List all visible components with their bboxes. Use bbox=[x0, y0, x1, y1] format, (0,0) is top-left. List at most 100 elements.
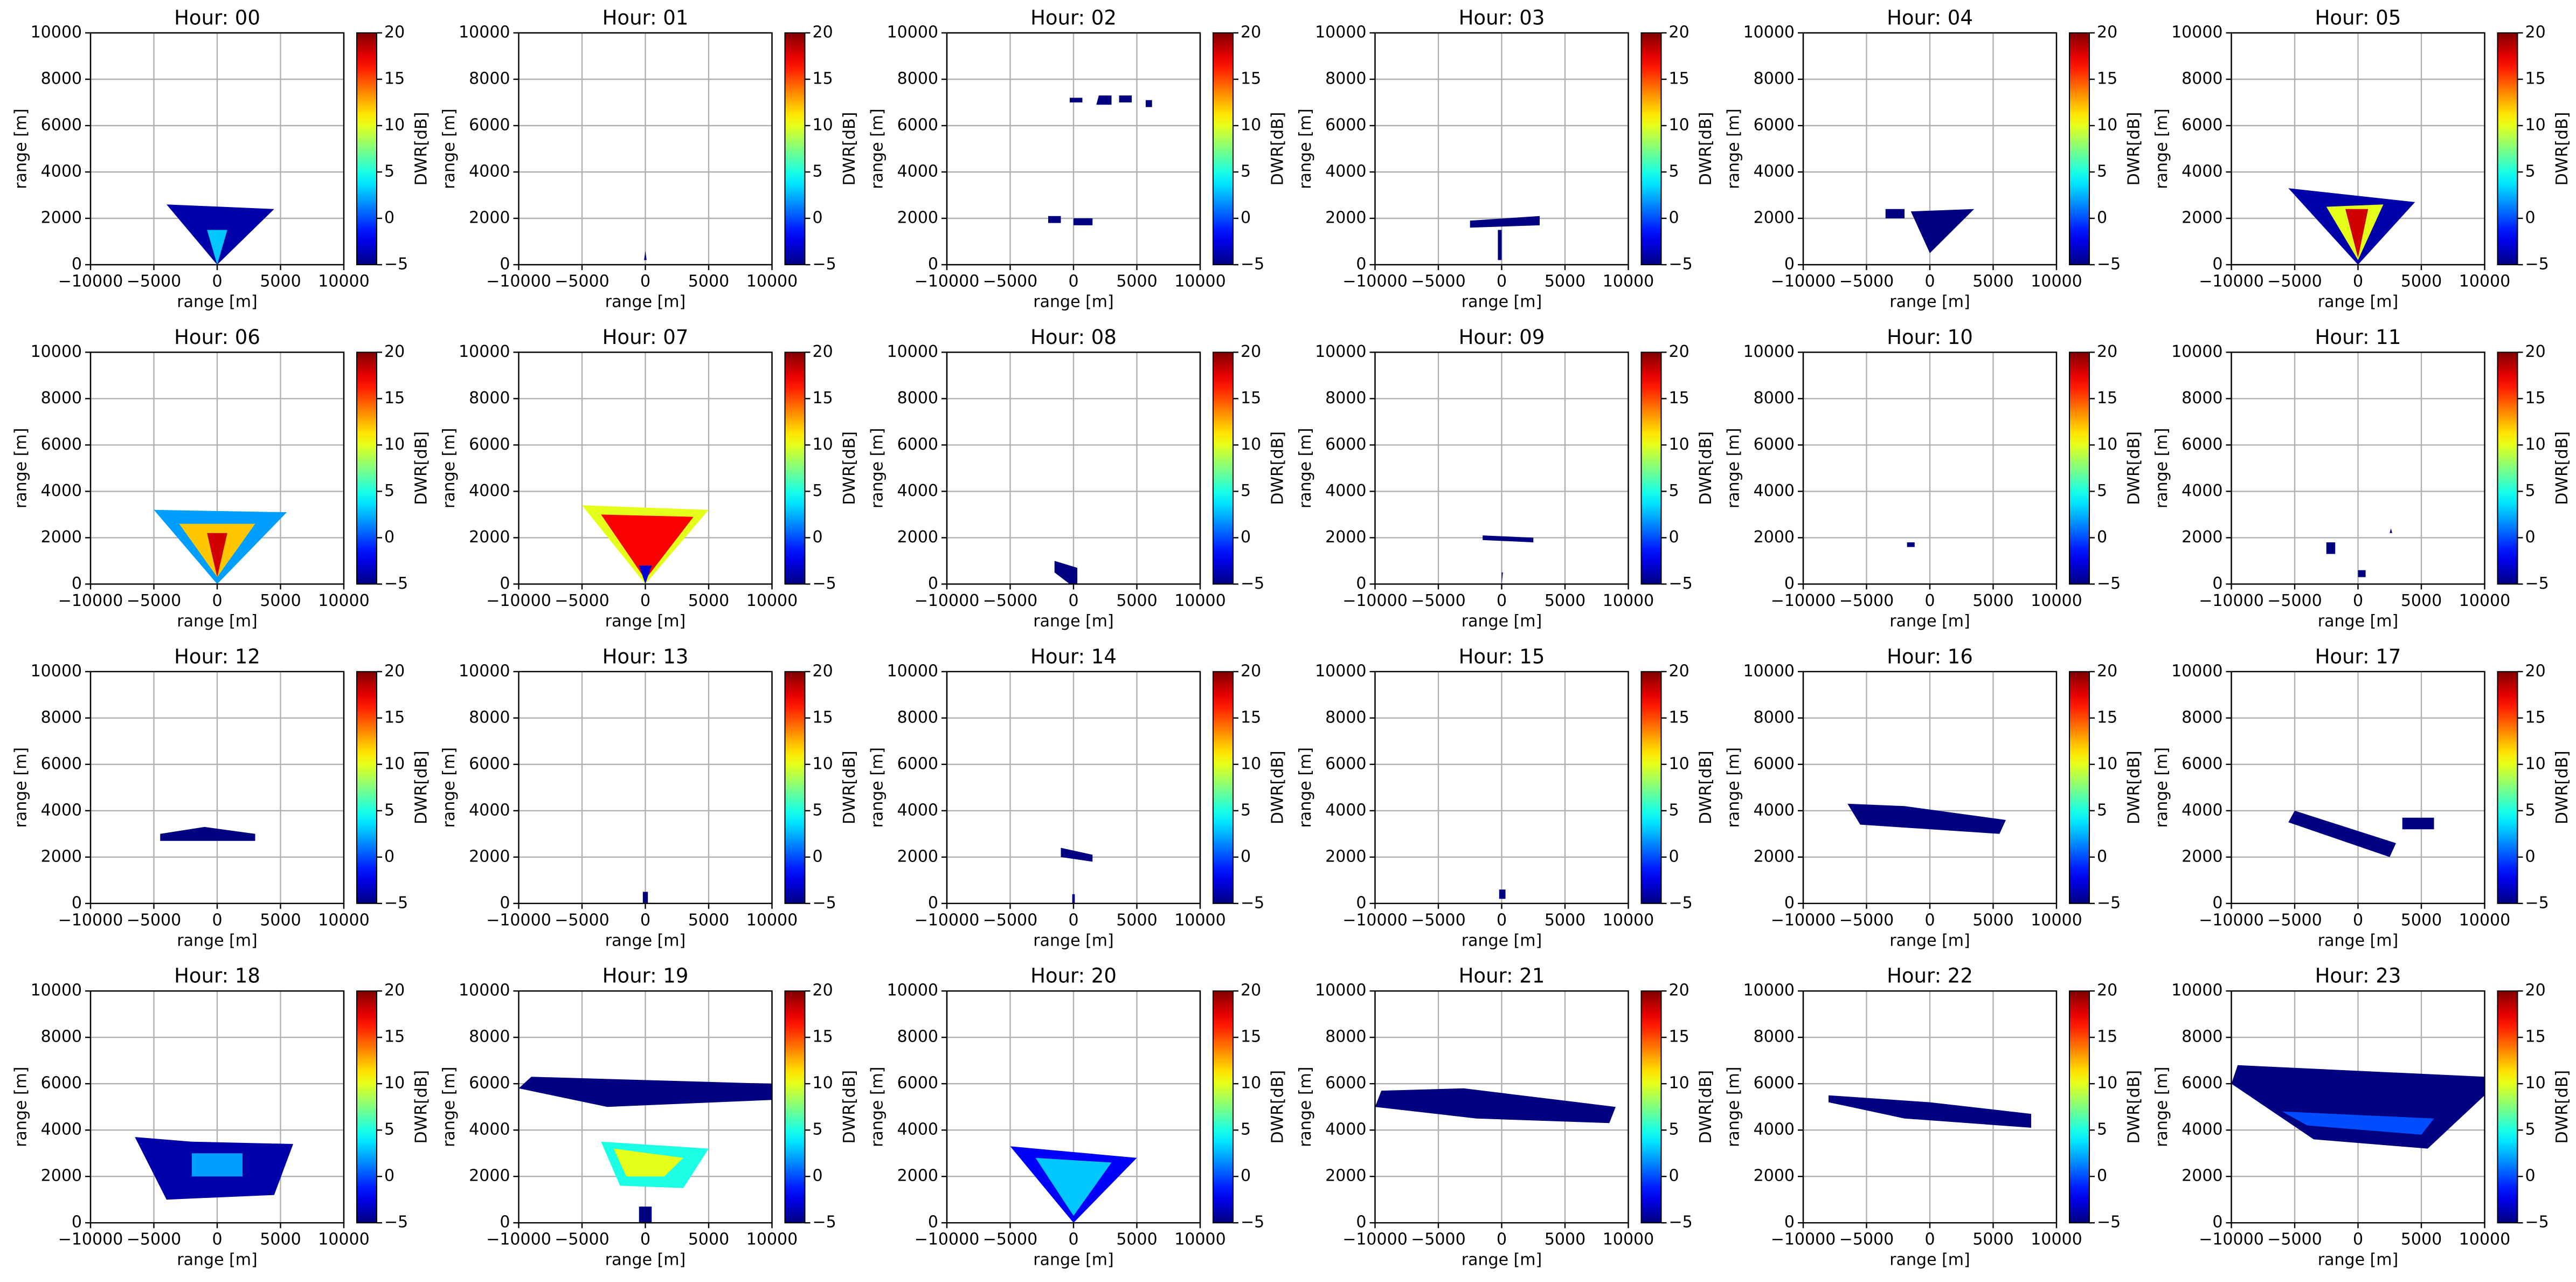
subplot: −10000 −5000 0 5000 10000 0 2000 4000 6000 8000 10… bbox=[2152, 326, 2572, 631]
colorbar-tick-label: 10 bbox=[1241, 754, 1261, 773]
colorbar-tick-label: 15 bbox=[384, 1028, 405, 1046]
colorbar-tick-label: 20 bbox=[2525, 342, 2546, 361]
dwr-region bbox=[1375, 1088, 1616, 1124]
y-tick-label: 2000 bbox=[1325, 847, 1366, 866]
colorbar-tick-label: 10 bbox=[384, 116, 405, 135]
x-axis-label: range [m] bbox=[1033, 612, 1113, 631]
dwr-region bbox=[1061, 847, 1093, 862]
x-axis-label: range [m] bbox=[1462, 1251, 1542, 1270]
colorbar bbox=[1640, 32, 1662, 265]
x-tick-label: −5000 bbox=[555, 272, 609, 291]
y-tick-label: 8000 bbox=[1325, 708, 1366, 727]
x-tick-label: 10000 bbox=[1174, 1230, 1225, 1249]
y-tick-label: 4000 bbox=[1325, 481, 1366, 500]
y-tick-label: 6000 bbox=[469, 435, 510, 454]
x-tick-label: 10000 bbox=[1174, 911, 1225, 929]
y-axis-label: range [m] bbox=[2152, 1066, 2171, 1147]
y-tick-label: 0 bbox=[72, 1213, 82, 1232]
regions bbox=[1499, 890, 1506, 899]
x-tick-label: 0 bbox=[1068, 272, 1078, 291]
dwr-region bbox=[1119, 95, 1132, 102]
colorbar bbox=[356, 32, 377, 265]
colorbar-label: DWR[dB] bbox=[2553, 431, 2572, 505]
colorbar-tick-label: 0 bbox=[384, 528, 394, 547]
colorbar-tick-label: 20 bbox=[1669, 23, 1689, 42]
subplot-title: Hour: 07 bbox=[603, 326, 689, 349]
subplot: −10000 −5000 0 5000 10000 0 2000 4000 6000 8000 10… bbox=[1296, 6, 1715, 312]
y-axis-label: range [m] bbox=[1725, 747, 1743, 828]
x-tick-label: 0 bbox=[1924, 911, 1935, 929]
x-tick-label: −10000 bbox=[915, 911, 980, 929]
dwr-region bbox=[1072, 894, 1075, 904]
y-axis-label: range [m] bbox=[12, 108, 31, 189]
y-tick-label: 4000 bbox=[469, 481, 510, 500]
colorbar bbox=[784, 990, 806, 1224]
x-tick-label: 5000 bbox=[2401, 1230, 2442, 1249]
x-tick-label: 10000 bbox=[746, 591, 798, 610]
colorbar-tick-label: 10 bbox=[813, 116, 833, 135]
colorbar-tick-label: 0 bbox=[813, 209, 823, 228]
x-tick-label: 10000 bbox=[1603, 272, 1654, 291]
dwr-region bbox=[1499, 890, 1506, 899]
y-tick-label: 6000 bbox=[1754, 1074, 1795, 1093]
subplot: −10000 −5000 0 5000 10000 0 2000 4000 6000 8000 10… bbox=[440, 964, 859, 1270]
y-tick-label: 2000 bbox=[1325, 209, 1366, 228]
axes-frame bbox=[2231, 990, 2485, 1224]
y-tick-label: 8000 bbox=[41, 70, 82, 88]
axes-frame bbox=[1374, 990, 1629, 1224]
colorbar-tick-label: 15 bbox=[1669, 708, 1689, 727]
x-tick-label: 5000 bbox=[2401, 911, 2442, 929]
colorbar-tick-label: 15 bbox=[813, 389, 833, 408]
y-tick-label: 6000 bbox=[1325, 1074, 1366, 1093]
y-tick-label: 4000 bbox=[41, 1120, 82, 1139]
colorbar-tick-label: 20 bbox=[384, 342, 405, 361]
colorbar-tick-label: 5 bbox=[1241, 481, 1251, 500]
subplot-title: Hour: 09 bbox=[1459, 326, 1545, 349]
colorbar-tick-label: 5 bbox=[2097, 481, 2107, 500]
colorbar-tick-label: 20 bbox=[813, 981, 833, 1000]
x-tick-label: −10000 bbox=[2199, 1230, 2264, 1249]
subplot-title: Hour: 17 bbox=[2315, 645, 2401, 668]
subplot: −10000 −5000 0 5000 10000 0 2000 4000 6000 8000 10… bbox=[440, 6, 859, 312]
colorbar-label: DWR[dB] bbox=[1269, 1070, 1287, 1144]
colorbar-tick-label: 5 bbox=[384, 801, 394, 819]
y-axis-label: range [m] bbox=[868, 428, 887, 508]
y-tick-label: 8000 bbox=[1754, 1028, 1795, 1046]
colorbar-tick-label: 20 bbox=[384, 661, 405, 680]
colorbar-tick-label: 15 bbox=[2525, 389, 2546, 408]
y-tick-label: 2000 bbox=[2182, 528, 2222, 547]
y-tick-label: 2000 bbox=[897, 847, 938, 866]
regions bbox=[1375, 1088, 1616, 1124]
colorbar-tick-label: 15 bbox=[2097, 1028, 2117, 1046]
y-tick-label: 8000 bbox=[469, 70, 510, 88]
subplot-title: Hour: 19 bbox=[603, 964, 689, 988]
x-tick-label: 0 bbox=[1497, 911, 1507, 929]
x-tick-label: 5000 bbox=[260, 911, 301, 929]
subplot: −10000 −5000 0 5000 10000 0 2000 4000 6000 8000 10… bbox=[1725, 326, 2144, 631]
y-axis-label: range [m] bbox=[2152, 428, 2171, 508]
colorbar-tick-label: 10 bbox=[2525, 435, 2546, 454]
x-axis-label: range [m] bbox=[1462, 293, 1542, 312]
colorbar-tick-label: 15 bbox=[1241, 708, 1261, 727]
x-tick-label: 0 bbox=[1068, 591, 1078, 610]
y-tick-label: 8000 bbox=[469, 389, 510, 408]
y-tick-label: 10000 bbox=[887, 342, 938, 361]
colorbar-tick-label: 10 bbox=[1669, 754, 1689, 773]
y-tick-label: 10000 bbox=[459, 23, 510, 42]
axes-frame bbox=[89, 990, 345, 1224]
dwr-region bbox=[613, 1148, 683, 1177]
subplot: −10000 −5000 0 5000 10000 0 2000 4000 6000 8000 10… bbox=[12, 6, 431, 312]
subplot: −10000 −5000 0 5000 10000 0 2000 4000 6000 8000 10… bbox=[1725, 6, 2144, 312]
dwr-region bbox=[1069, 98, 1083, 102]
y-tick-label: 4000 bbox=[1754, 162, 1795, 181]
y-tick-label: 10000 bbox=[2171, 661, 2222, 680]
y-tick-label: 6000 bbox=[41, 1074, 82, 1093]
x-tick-label: 10000 bbox=[746, 1230, 798, 1249]
y-tick-label: 0 bbox=[1784, 574, 1795, 593]
x-axis-label: range [m] bbox=[605, 612, 685, 631]
regions bbox=[582, 505, 709, 584]
colorbar-tick-label: 5 bbox=[1241, 801, 1251, 819]
x-axis-label: range [m] bbox=[2318, 1251, 2398, 1270]
colorbar-label: DWR[dB] bbox=[412, 431, 431, 505]
y-tick-label: 6000 bbox=[897, 116, 938, 135]
